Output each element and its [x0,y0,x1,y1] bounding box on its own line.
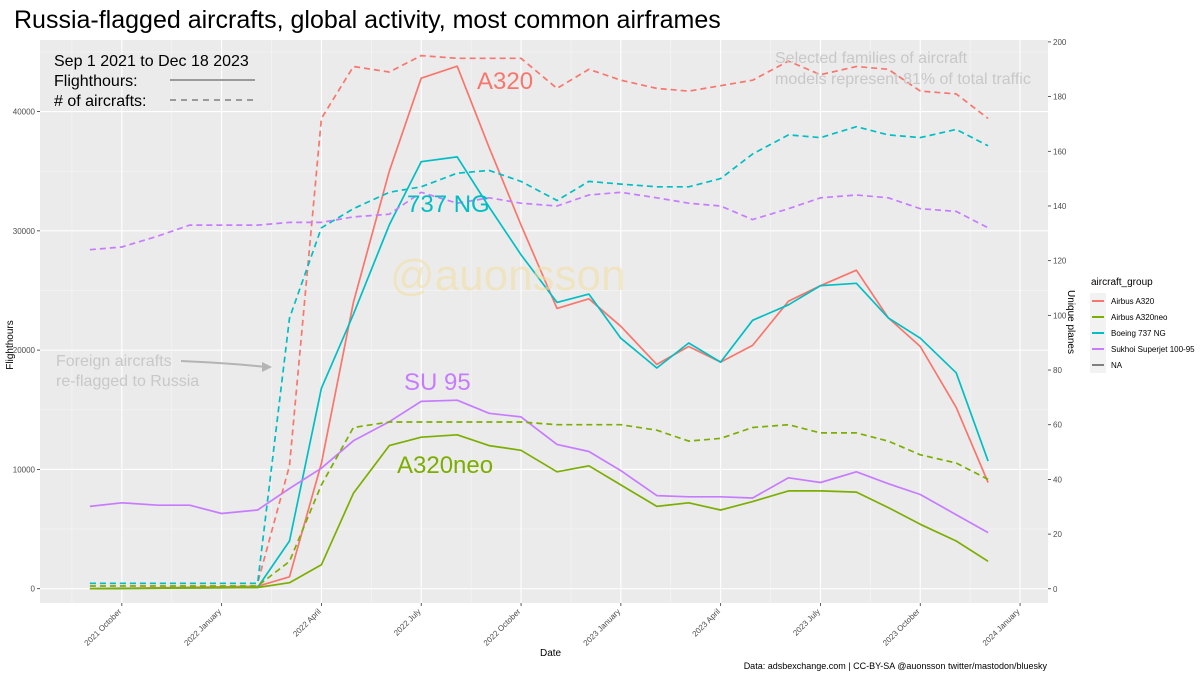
label-a320neo: A320neo [397,452,493,479]
note-line-1: Selected families of aircraft [775,50,968,67]
annotation-arrow [180,360,267,368]
series-airbus-a320neo-unique_planes [89,421,989,587]
label-737ng: 737 NG [407,191,490,218]
x-tick-label: 2023 July [791,607,822,638]
y2-tick-label: 80 [1053,366,1062,375]
label-su95: SU 95 [404,369,471,396]
x-tick-label: 2022 July [392,607,423,638]
legend-item-label: Airbus A320 [1111,297,1155,306]
watermark: @auonsson [390,251,626,300]
x-tick-label: 2022 October [482,607,523,648]
y-tick-label: 30000 [13,227,36,236]
y2-tick-label: 0 [1053,585,1058,594]
y2-tick-label: 140 [1053,202,1067,211]
x-tick-label: 2021 October [83,607,124,648]
label-a320: A320 [477,68,533,95]
y-axis-right: 0 20 40 60 80 100 120 140 160 180 200 [1048,38,1067,594]
y2-tick-label: 60 [1053,421,1062,430]
x-tick-label: 2023 April [691,607,723,639]
credit: Data: adsbexchange.com | CC-BY-SA @auons… [744,661,1048,671]
y-tick-label: 0 [31,585,36,594]
y-axis-left: 0 10000 20000 30000 40000 [13,108,40,594]
series-airbus-a320-flighthours [89,65,989,590]
inset-period: Sep 1 2021 to Dec 18 2023 [54,53,249,70]
note-line-2: models represent 81% of total traffic [775,71,1031,88]
x-axis-title: Date [540,648,562,659]
x-tick-label: 2022 April [291,607,323,639]
y-tick-label: 10000 [13,465,36,474]
chart-title: Russia-flagged aircrafts, global activit… [14,6,721,34]
plot-panel [40,40,1048,603]
series-airbus-a320-unique_planes [89,54,989,585]
annotation-line-1: Foreign aircrafts [56,353,172,370]
y2-axis-title: Unique planes [1065,290,1076,354]
legend-item-label: Boeing 737 NG [1111,329,1166,338]
x-tick-label: 2024 January [981,607,1022,648]
y2-tick-label: 20 [1053,530,1062,539]
series-sukhoi-superjet-100-95-flighthours [89,399,989,534]
y-axis-title: Flighthours [5,320,16,369]
series-layer [89,54,989,590]
y2-tick-label: 200 [1053,38,1067,47]
legend-title: aircraft_group [1091,277,1153,288]
inset-solid-label: Flighthours: [54,73,138,90]
series-boeing-737-ng-flighthours [89,156,989,590]
x-tick-label: 2023 October [881,607,922,648]
legend: Airbus A320 Airbus A320neo Boeing 737 NG Su… [1090,293,1195,373]
series-airbus-a320neo-flighthours [89,433,989,590]
x-axis: 2021 October 2022 January 2022 April 2022 J… [83,603,1022,648]
inset-dashed-label: # of aircrafts: [54,93,146,110]
y2-tick-label: 120 [1053,257,1067,266]
x-tick-label: 2023 January [582,607,623,648]
legend-item-label: Airbus A320neo [1111,313,1168,322]
legend-item-label: Sukhoi Superjet 100-95 [1111,345,1195,354]
series-boeing-737-ng-unique_planes [89,125,989,585]
y2-tick-label: 180 [1053,93,1067,102]
annotation-arrowhead [262,362,272,372]
y2-tick-label: 40 [1053,475,1062,484]
y-tick-label: 20000 [13,346,36,355]
annotation-line-2: re-flagged to Russia [56,373,199,390]
legend-item-label: NA [1111,361,1123,370]
y2-tick-label: 100 [1053,311,1067,320]
series-sukhoi-superjet-100-95-unique_planes [89,191,989,251]
x-tick-label: 2022 January [182,607,223,648]
y2-tick-label: 160 [1053,147,1067,156]
y-tick-label: 40000 [13,108,36,117]
